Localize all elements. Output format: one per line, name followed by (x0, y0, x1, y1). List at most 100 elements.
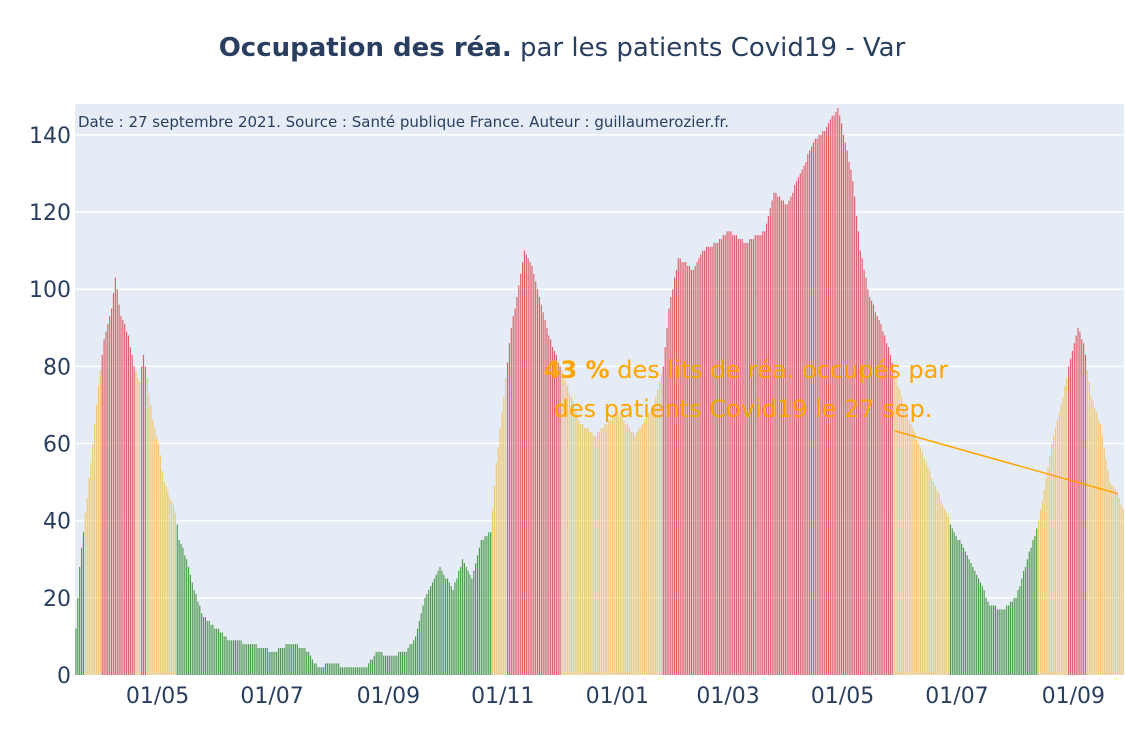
bar (191, 582, 193, 675)
bar (101, 354, 103, 675)
bar (240, 640, 242, 675)
bar (1047, 466, 1049, 675)
bar (1009, 601, 1012, 675)
bar (867, 289, 869, 675)
bar (745, 242, 747, 675)
bar (1015, 597, 1017, 675)
bar (332, 663, 334, 675)
bar (107, 323, 109, 675)
bar (557, 362, 559, 675)
bar (889, 354, 891, 675)
x-tick-label: 01/09 (1042, 684, 1105, 709)
bar (1000, 609, 1002, 675)
bar (193, 590, 195, 675)
bar (989, 605, 991, 675)
bar (959, 539, 961, 675)
bar (456, 578, 458, 675)
bar (929, 470, 931, 675)
bar (1021, 578, 1023, 675)
bar (559, 366, 561, 675)
bar (779, 196, 781, 675)
bar (934, 485, 936, 675)
bar (857, 231, 860, 675)
bar (760, 235, 762, 675)
bar (358, 667, 360, 675)
annotation-arrow (894, 430, 1119, 495)
bar (538, 296, 541, 675)
bar (623, 420, 625, 675)
bar (786, 204, 788, 675)
bar (602, 428, 604, 675)
x-tick-label: 01/01 (586, 684, 649, 709)
bar (923, 458, 925, 675)
bar (152, 420, 154, 675)
x-tick-label: 01/03 (696, 684, 759, 709)
bar (330, 663, 332, 675)
bar (827, 123, 830, 676)
bar (112, 293, 115, 675)
bar (263, 647, 265, 675)
bar (925, 462, 927, 675)
bar (156, 435, 158, 675)
bar (366, 667, 368, 675)
bar (583, 428, 586, 675)
bar (174, 512, 176, 675)
bar (276, 651, 278, 675)
bar (403, 651, 405, 675)
bar (878, 320, 880, 675)
bar (124, 323, 126, 675)
bar (837, 107, 839, 676)
bar (383, 655, 385, 675)
source-note: Date : 27 septembre 2021. Source : Santé… (78, 113, 729, 131)
bar (882, 331, 884, 675)
bar (144, 366, 146, 675)
bar (829, 119, 831, 676)
bar (461, 559, 464, 675)
bar (884, 335, 886, 675)
bar (159, 455, 161, 675)
bar (906, 412, 908, 675)
bar (977, 578, 980, 675)
bar (445, 578, 447, 675)
bar (642, 424, 644, 675)
bar (612, 416, 614, 675)
bar (993, 605, 995, 675)
bar (567, 385, 569, 675)
bar (1058, 412, 1060, 675)
annotation-line-1-rest: des lits de réa. occupés par (610, 356, 949, 384)
bar (651, 408, 653, 675)
bar (613, 416, 616, 675)
bar (176, 524, 178, 675)
bar (839, 115, 841, 675)
bar (300, 647, 302, 675)
bar (482, 539, 484, 675)
bar (184, 555, 186, 675)
bar (769, 208, 771, 676)
bar (936, 489, 938, 675)
bar (323, 667, 325, 675)
bar (157, 443, 160, 675)
bar (1088, 381, 1090, 675)
bar (574, 408, 576, 675)
bar (1105, 458, 1107, 675)
bar (317, 667, 319, 675)
y-tick-label: 40 (43, 510, 71, 535)
bar (632, 431, 634, 675)
bar (401, 651, 404, 675)
bar (343, 667, 345, 675)
bar (339, 667, 342, 675)
bar (587, 428, 589, 675)
bar (84, 512, 86, 675)
bar (825, 127, 828, 675)
bar (527, 258, 529, 675)
bar (484, 536, 486, 675)
bar (634, 435, 636, 675)
bar (413, 640, 415, 675)
bar (154, 428, 156, 675)
bar (553, 350, 556, 675)
bar (1113, 485, 1115, 675)
bar (1120, 505, 1122, 675)
bar (1064, 385, 1066, 675)
bars-group (75, 107, 1124, 676)
bar (210, 624, 212, 675)
